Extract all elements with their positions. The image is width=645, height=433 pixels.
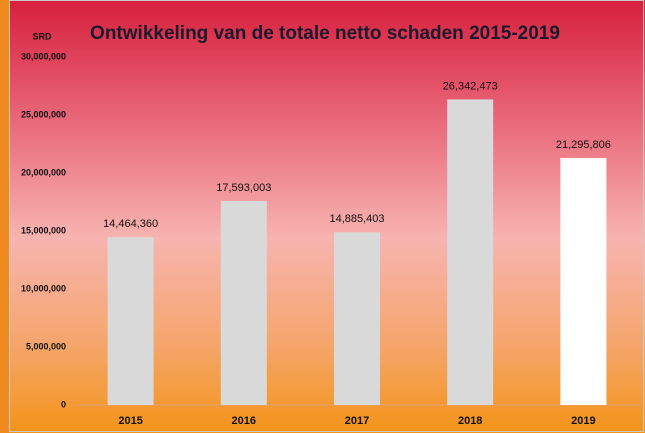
- y-tick-label: 10,000,000: [21, 283, 66, 293]
- data-label: 17,593,003: [216, 182, 271, 194]
- x-tick-label: 2019: [571, 415, 595, 427]
- y-tick-label: 5,000,000: [26, 341, 66, 351]
- y-axis-label: SRD: [32, 31, 52, 41]
- data-label: 14,885,403: [329, 213, 384, 225]
- bar: [334, 232, 380, 405]
- bar: [560, 157, 607, 405]
- y-tick-label: 0: [61, 399, 66, 409]
- y-tick-label: 20,000,000: [21, 167, 66, 177]
- bar: [107, 237, 154, 405]
- x-tick-label: 2017: [345, 415, 369, 427]
- bar: [220, 200, 267, 405]
- left-strip: [0, 0, 9, 433]
- x-tick-label: 2015: [118, 415, 142, 427]
- data-label: 14,464,360: [103, 218, 158, 230]
- data-label: 21,295,806: [556, 139, 611, 151]
- y-tick-label: 15,000,000: [21, 225, 66, 235]
- y-tick-label: 25,000,000: [21, 109, 66, 119]
- y-tick-label: 30,000,000: [21, 51, 66, 61]
- x-tick-label: 2018: [458, 415, 482, 427]
- bar: [447, 99, 494, 406]
- data-label: 26,342,473: [443, 80, 498, 92]
- x-tick-label: 2016: [232, 415, 256, 427]
- frame: [9, 0, 644, 432]
- chart-title: Ontwikkeling van de totale netto schaden…: [90, 23, 560, 44]
